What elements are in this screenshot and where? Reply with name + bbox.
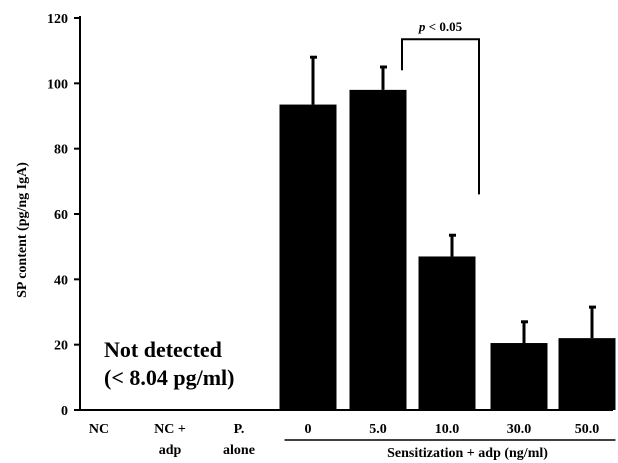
x-tick-label: NC + (154, 422, 186, 437)
x-tick-label-line2: adp (159, 443, 182, 458)
x-tick-label: NC (89, 422, 109, 437)
y-tick-label: 60 (54, 208, 68, 223)
y-tick-label: 120 (47, 12, 68, 27)
x-tick-label: P. (234, 422, 245, 437)
significance-bracket-line (401, 38, 480, 195)
y-tick-label: 100 (47, 77, 68, 92)
not-detected-line1: Not detected (104, 337, 222, 362)
significance-bracket: p < 0.05 (401, 19, 480, 195)
x-tick-label: 0 (305, 422, 312, 437)
bar (558, 338, 616, 410)
not-detected-line2: (< 8.04 pg/ml) (104, 365, 234, 390)
bar (279, 104, 337, 411)
x-tick-label: 5.0 (369, 422, 387, 437)
x-tick-label: 50.0 (575, 422, 600, 437)
x-axis-labels: NC NC + adp P. alone 0 5.0 10.0 30.0 50.0 (89, 422, 599, 458)
bar (349, 89, 407, 410)
significance-label: p < 0.05 (418, 19, 463, 34)
x-tick-label: 30.0 (507, 422, 532, 437)
significance-p: p (418, 19, 426, 34)
y-tick-label: 20 (54, 339, 68, 354)
x-tick-label-line2: alone (223, 443, 255, 458)
bars (279, 55, 616, 411)
y-tick-label: 80 (54, 143, 68, 158)
x-tick-label: 10.0 (435, 422, 460, 437)
bar (418, 256, 476, 410)
y-tick-label: 40 (54, 273, 68, 288)
y-axis-ticks: 0 20 40 60 80 100 120 (47, 12, 80, 419)
group-label: Sensitization + adp (ng/ml) (387, 446, 548, 461)
significance-value: < 0.05 (425, 19, 462, 34)
bar (490, 343, 548, 410)
y-tick-label: 0 (61, 404, 68, 419)
y-axis-label: SP content (pg/ng IgA) (15, 162, 30, 298)
